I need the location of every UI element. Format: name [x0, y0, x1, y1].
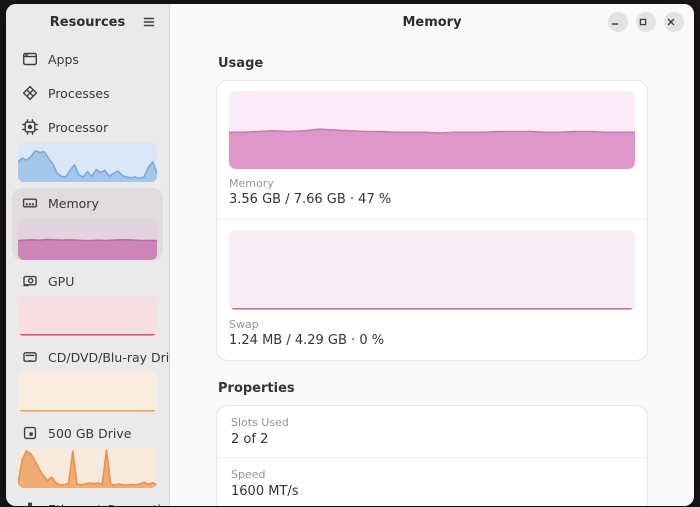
- drive-icon: [22, 425, 38, 441]
- disc-drive-icon: [22, 349, 38, 365]
- memory-icon: [22, 195, 38, 211]
- processor-mini-chart: [18, 142, 157, 182]
- processor-icon: [22, 119, 38, 135]
- memory-usage-chart: [229, 91, 635, 169]
- window-controls: [608, 12, 684, 32]
- sidebar-item-drive[interactable]: 500 GB Drive: [12, 418, 163, 488]
- property-row-slots-used: Slots Used 2 of 2: [217, 406, 647, 457]
- sidebar-item-disc-drive[interactable]: CD/DVD/Blu-ray Drive: [12, 342, 184, 412]
- sidebar-item-label: Processor: [48, 119, 109, 135]
- properties-card: Slots Used 2 of 2 Speed 1600 MT/s Form F…: [216, 405, 648, 506]
- memory-usage-row: Memory 3.56 GB / 7.66 GB · 47 %: [217, 81, 647, 219]
- minimize-icon: [610, 17, 626, 27]
- swap-usage-value: 1.24 MB / 4.29 GB · 0 %: [229, 333, 385, 348]
- minimize-button[interactable]: [608, 12, 628, 32]
- sidebar-item-label: Processes: [48, 85, 110, 101]
- property-row-speed: Speed 1600 MT/s: [217, 458, 647, 506]
- sidebar-nav: Apps Processes Processor: [6, 40, 184, 506]
- sidebar-title: Resources: [49, 14, 126, 30]
- page-title: Memory: [402, 14, 462, 30]
- row-divider: [217, 457, 647, 458]
- scroll-area[interactable]: Usage Memory 3.56 GB / 7.66 GB · 47 % Sw: [170, 40, 694, 506]
- properties-heading: Properties: [218, 381, 295, 396]
- memory-mini-chart: [18, 218, 157, 260]
- sidebar: Resources Apps: [6, 4, 184, 506]
- sidebar-item-processes[interactable]: Processes: [12, 78, 163, 107]
- sidebar-item-label: Apps: [48, 51, 79, 67]
- disc-drive-mini-chart: [18, 372, 157, 412]
- property-label: Speed: [231, 468, 266, 481]
- gpu-icon: [22, 273, 38, 289]
- headerbar: Memory: [170, 4, 694, 40]
- sidebar-item-label: Ethernet Connection: [48, 502, 177, 507]
- sidebar-item-apps[interactable]: Apps: [12, 44, 163, 73]
- hamburger-icon: [141, 14, 157, 30]
- drive-mini-chart: [18, 448, 157, 488]
- maximize-button[interactable]: [636, 12, 656, 32]
- property-label: Slots Used: [231, 416, 289, 429]
- close-icon: [666, 17, 682, 27]
- row-divider: [217, 219, 647, 220]
- processes-icon: [22, 85, 38, 101]
- swap-usage-row: Swap 1.24 MB / 4.29 GB · 0 %: [217, 220, 647, 360]
- ethernet-icon: [22, 501, 38, 506]
- swap-usage-label: Swap: [229, 318, 259, 331]
- usage-heading: Usage: [218, 56, 264, 71]
- sidebar-item-gpu[interactable]: GPU: [12, 266, 163, 336]
- memory-usage-value: 3.56 GB / 7.66 GB · 47 %: [229, 192, 392, 207]
- main-menu-button[interactable]: [137, 10, 161, 34]
- sidebar-item-memory[interactable]: Memory: [12, 188, 163, 260]
- sidebar-item-ethernet[interactable]: Ethernet Connection: [12, 494, 177, 506]
- close-button[interactable]: [664, 12, 684, 32]
- sidebar-item-label: CD/DVD/Blu-ray Drive: [48, 349, 185, 365]
- memory-usage-label: Memory: [229, 177, 274, 190]
- sidebar-item-label: GPU: [48, 273, 75, 289]
- sidebar-item-label: 500 GB Drive: [48, 425, 132, 441]
- property-value: 2 of 2: [231, 432, 269, 447]
- apps-icon: [22, 51, 38, 67]
- sidebar-item-label: Memory: [48, 195, 99, 211]
- property-value: 1600 MT/s: [231, 484, 299, 499]
- app-window: Resources Apps: [6, 4, 694, 506]
- usage-card: Memory 3.56 GB / 7.66 GB · 47 % Swap 1.2…: [216, 80, 648, 361]
- gpu-mini-chart: [18, 296, 157, 336]
- swap-usage-chart: [229, 230, 635, 310]
- main-pane: Memory: [170, 4, 694, 506]
- sidebar-item-processor[interactable]: Processor: [12, 112, 163, 182]
- sidebar-header: Resources: [6, 4, 169, 40]
- maximize-icon: [638, 17, 654, 27]
